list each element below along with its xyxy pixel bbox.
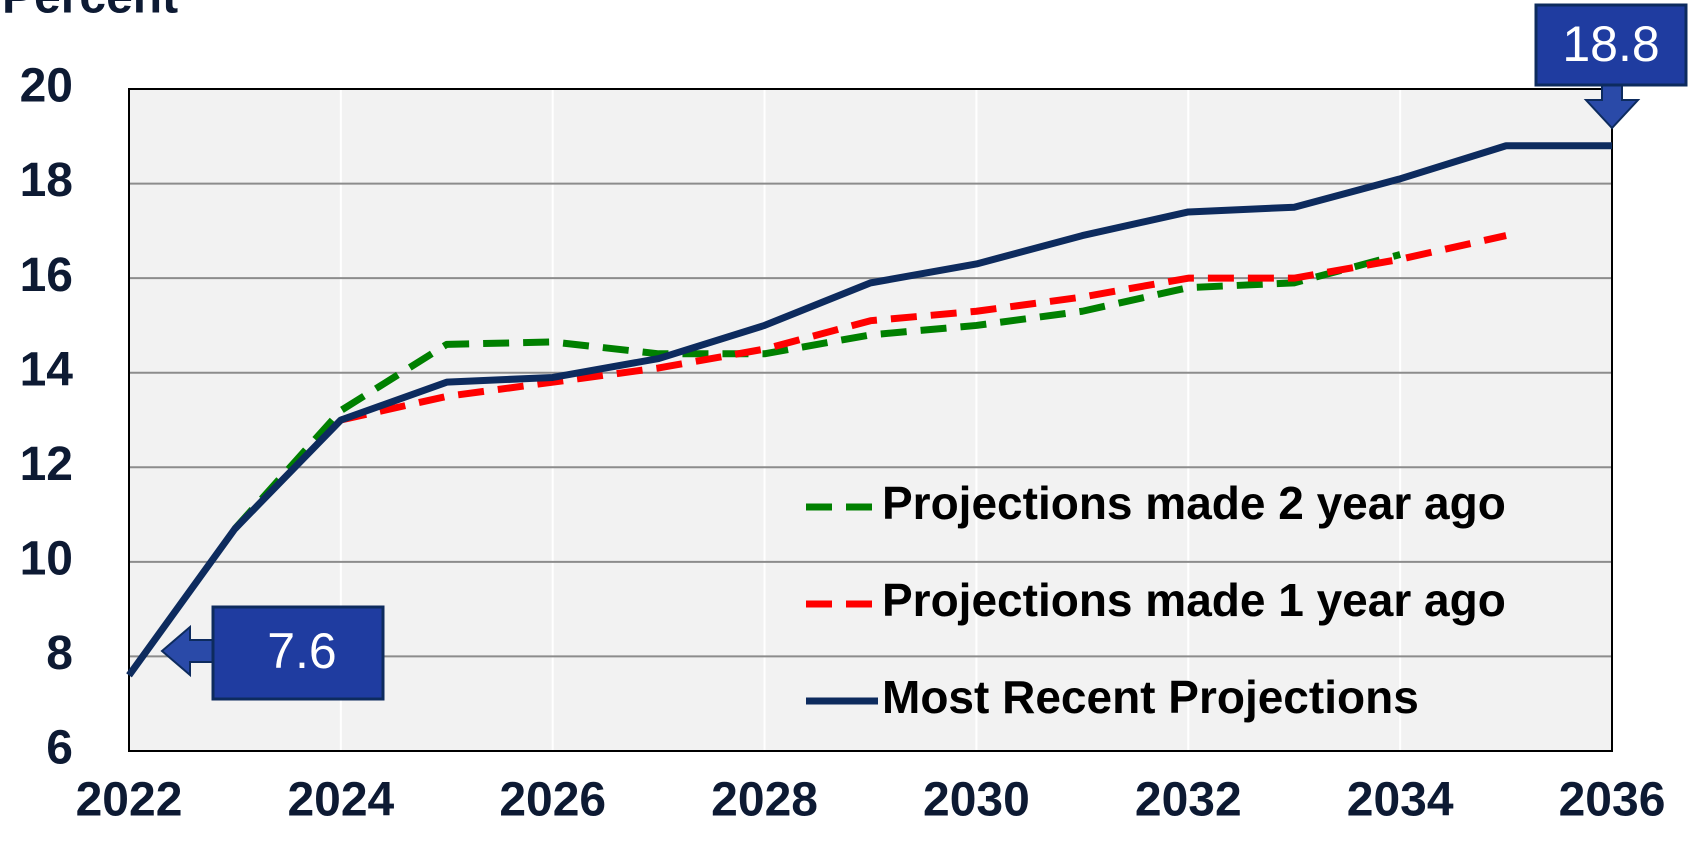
- y-tick-label: 8: [46, 627, 73, 680]
- callout-box: [1534, 3, 1688, 87]
- legend-label: Most Recent Projections: [882, 671, 1419, 723]
- y-tick-label: 6: [46, 722, 73, 775]
- y-tick-label: 10: [20, 533, 73, 586]
- legend-label: Projections made 2 year ago: [882, 477, 1506, 529]
- y-tick-label: 16: [20, 249, 73, 302]
- callout-label: 18.8: [1562, 16, 1659, 72]
- callout-label: 7.6: [267, 623, 337, 679]
- x-tick-label: 2032: [1135, 774, 1242, 827]
- y-tick-label: 18: [20, 154, 73, 207]
- x-tick-label: 2024: [287, 774, 394, 827]
- x-tick-label: 2022: [76, 774, 183, 827]
- x-tick-label: 2026: [499, 774, 606, 827]
- y-tick-label: 12: [20, 438, 73, 491]
- x-tick-label: 2036: [1559, 774, 1666, 827]
- callout-box: [211, 605, 385, 701]
- y-tick-label: 14: [20, 343, 74, 396]
- legend-label: Projections made 1 year ago: [882, 574, 1506, 626]
- series-line: [126, 142, 1612, 678]
- y-axis-label: Percent: [2, 0, 178, 24]
- plot-border: [128, 88, 1613, 752]
- y-tick-label: 20: [20, 60, 73, 113]
- x-tick-label: 2030: [923, 774, 1030, 827]
- x-tick-label: 2028: [711, 774, 818, 827]
- series-line: [340, 232, 1507, 424]
- series-line: [232, 251, 1402, 532]
- callout-arrow: [1583, 83, 1641, 130]
- x-tick-label: 2034: [1347, 774, 1454, 827]
